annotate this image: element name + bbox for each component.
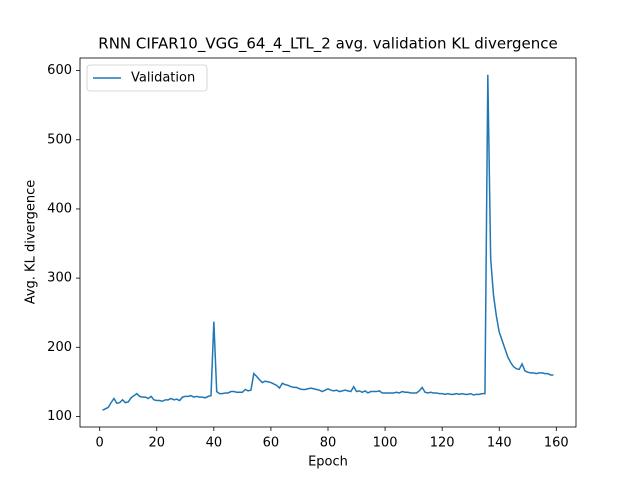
x-tick-label: 40 — [206, 436, 223, 451]
x-tick-label: 120 — [430, 436, 455, 451]
y-tick-label: 100 — [47, 409, 72, 424]
y-tick-label: 400 — [47, 201, 72, 216]
legend-label: Validation — [131, 71, 195, 86]
data-line — [102, 74, 554, 411]
x-tick-label: 160 — [544, 436, 569, 451]
x-tick-label: 140 — [487, 436, 512, 451]
x-tick-label: 100 — [373, 436, 398, 451]
x-tick-label: 80 — [320, 436, 337, 451]
chart-title: RNN CIFAR10_VGG_64_4_LTL_2 avg. validati… — [98, 35, 557, 54]
x-tick-label: 60 — [263, 436, 280, 451]
y-tick-label: 500 — [47, 132, 72, 147]
x-axis-label: Epoch — [308, 455, 348, 470]
y-tick-label: 600 — [47, 63, 72, 78]
plot-frame — [79, 57, 577, 428]
y-tick-label: 200 — [47, 340, 72, 355]
y-tick-label: 300 — [47, 271, 72, 286]
x-tick-label: 20 — [148, 436, 165, 451]
y-axis-label: Avg. KL divergence — [24, 180, 39, 305]
legend-box — [86, 64, 208, 92]
x-tick-label: 0 — [96, 436, 104, 451]
